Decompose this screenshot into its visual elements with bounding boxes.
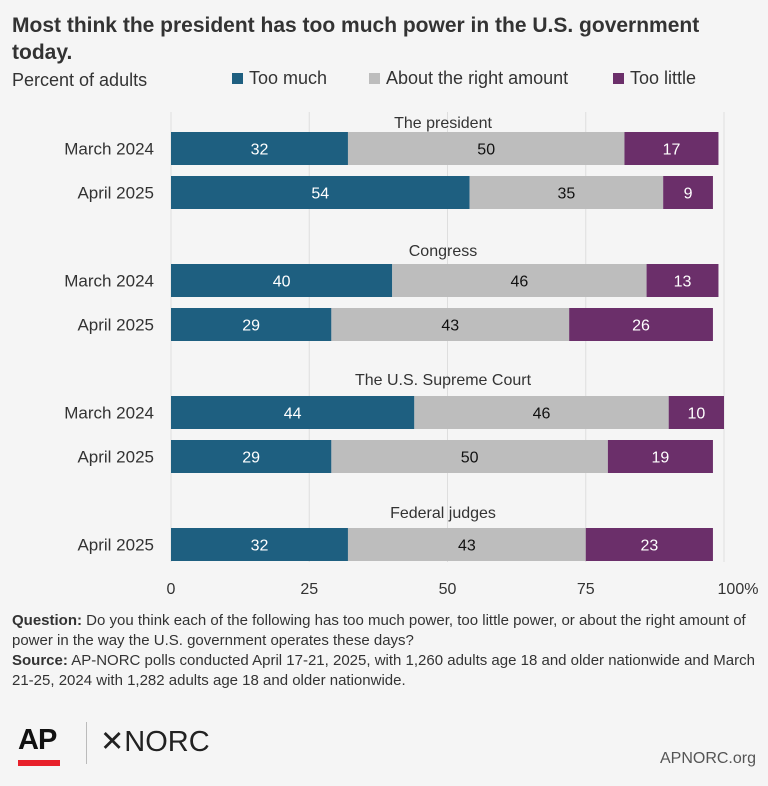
data-label: 50 — [461, 450, 479, 467]
row-label: April 2025 — [77, 536, 154, 555]
bar-segment — [569, 308, 713, 341]
x-tick-label: 0 — [167, 581, 176, 598]
data-label: 46 — [510, 274, 528, 291]
legend-item-too-much: Too much — [232, 68, 327, 89]
bar-segment — [331, 440, 608, 473]
data-label: 40 — [273, 274, 291, 291]
data-label: 32 — [251, 142, 269, 159]
group-title: Congress — [409, 243, 477, 260]
legend: Too much About the right amount Too litt… — [0, 68, 768, 92]
bar-segment — [171, 132, 348, 165]
bar-segment — [663, 176, 713, 209]
bar-segment — [347, 528, 586, 561]
data-label: 50 — [477, 142, 495, 159]
data-label: 19 — [652, 450, 670, 467]
bar-segment — [171, 264, 393, 297]
ap-logo: AP — [18, 724, 57, 756]
data-label: 23 — [640, 538, 658, 555]
chart-title: Most think the president has too much po… — [12, 14, 700, 64]
x-tick-label: 100% — [718, 581, 759, 598]
legend-item-too-little: Too little — [613, 68, 696, 89]
data-label: 32 — [251, 538, 269, 555]
legend-swatch-too-much — [232, 73, 243, 84]
group-title: Federal judges — [390, 505, 496, 522]
bar-segment — [646, 264, 719, 297]
data-label: 43 — [458, 538, 476, 555]
footnote: Question: Do you think each of the follo… — [12, 611, 756, 691]
data-label: 35 — [557, 186, 575, 203]
bar-segment — [171, 440, 332, 473]
data-label: 26 — [632, 318, 650, 335]
site-link[interactable]: APNORC.org — [659, 750, 756, 767]
legend-label-about-right: About the right amount — [386, 68, 569, 88]
data-label: 9 — [684, 186, 693, 203]
bar-segment — [607, 440, 713, 473]
chart-subtitle: Percent of adults — [12, 70, 148, 90]
row-label: March 2024 — [64, 272, 154, 291]
bar-segment — [171, 176, 470, 209]
stacked-bar-chart: 0 25 50 75 100% The president March 2024 32 50 17… — [64, 112, 759, 598]
x-tick-label: 50 — [439, 581, 457, 598]
bar-segment — [347, 132, 625, 165]
source-note: Source: AP-NORC polls conducted April 17… — [12, 651, 756, 691]
legend-label-too-much: Too much — [249, 68, 328, 88]
ap-logo-bar — [18, 760, 60, 766]
x-tick-label: 25 — [300, 581, 318, 598]
data-label: 44 — [284, 406, 302, 423]
bar-segment — [171, 528, 348, 561]
question-label: Question: — [12, 612, 82, 629]
row-label: April 2025 — [77, 448, 154, 467]
legend-swatch-too-little — [613, 73, 624, 84]
bar-segment — [624, 132, 719, 165]
norc-logo: ✕NORC — [100, 726, 210, 758]
bar-segment — [171, 308, 332, 341]
group-title: The U.S. Supreme Court — [355, 372, 532, 389]
logo-divider — [86, 722, 87, 764]
data-label: 46 — [533, 406, 551, 423]
legend-label-too-little: Too little — [630, 68, 697, 88]
legend-swatch-about-right — [369, 73, 380, 84]
data-label: 13 — [674, 274, 692, 291]
data-label: 10 — [687, 406, 705, 423]
legend-item-about-right: About the right amount — [369, 68, 568, 89]
bar-segment — [171, 396, 415, 429]
bar-segment — [469, 176, 664, 209]
bar-segment — [668, 396, 724, 429]
data-label: 43 — [441, 318, 459, 335]
row-label: April 2025 — [77, 316, 154, 335]
row-label: March 2024 — [64, 140, 154, 159]
x-tick-label: 75 — [577, 581, 595, 598]
data-label: 29 — [242, 450, 260, 467]
row-label: April 2025 — [77, 184, 154, 203]
question-text: Do you think each of the following has t… — [12, 612, 746, 649]
bar-segment — [392, 264, 647, 297]
source-label: Source: — [12, 652, 68, 669]
data-label: 29 — [242, 318, 260, 335]
row-label: March 2024 — [64, 404, 154, 423]
bar-segment — [331, 308, 570, 341]
source-text: AP-NORC polls conducted April 17-21, 202… — [12, 652, 755, 689]
bar-segment — [414, 396, 669, 429]
data-label: 54 — [311, 186, 329, 203]
bar-segment — [585, 528, 713, 561]
group-title: The president — [394, 115, 492, 132]
data-label: 17 — [663, 142, 681, 159]
question-note: Question: Do you think each of the follo… — [12, 611, 756, 651]
